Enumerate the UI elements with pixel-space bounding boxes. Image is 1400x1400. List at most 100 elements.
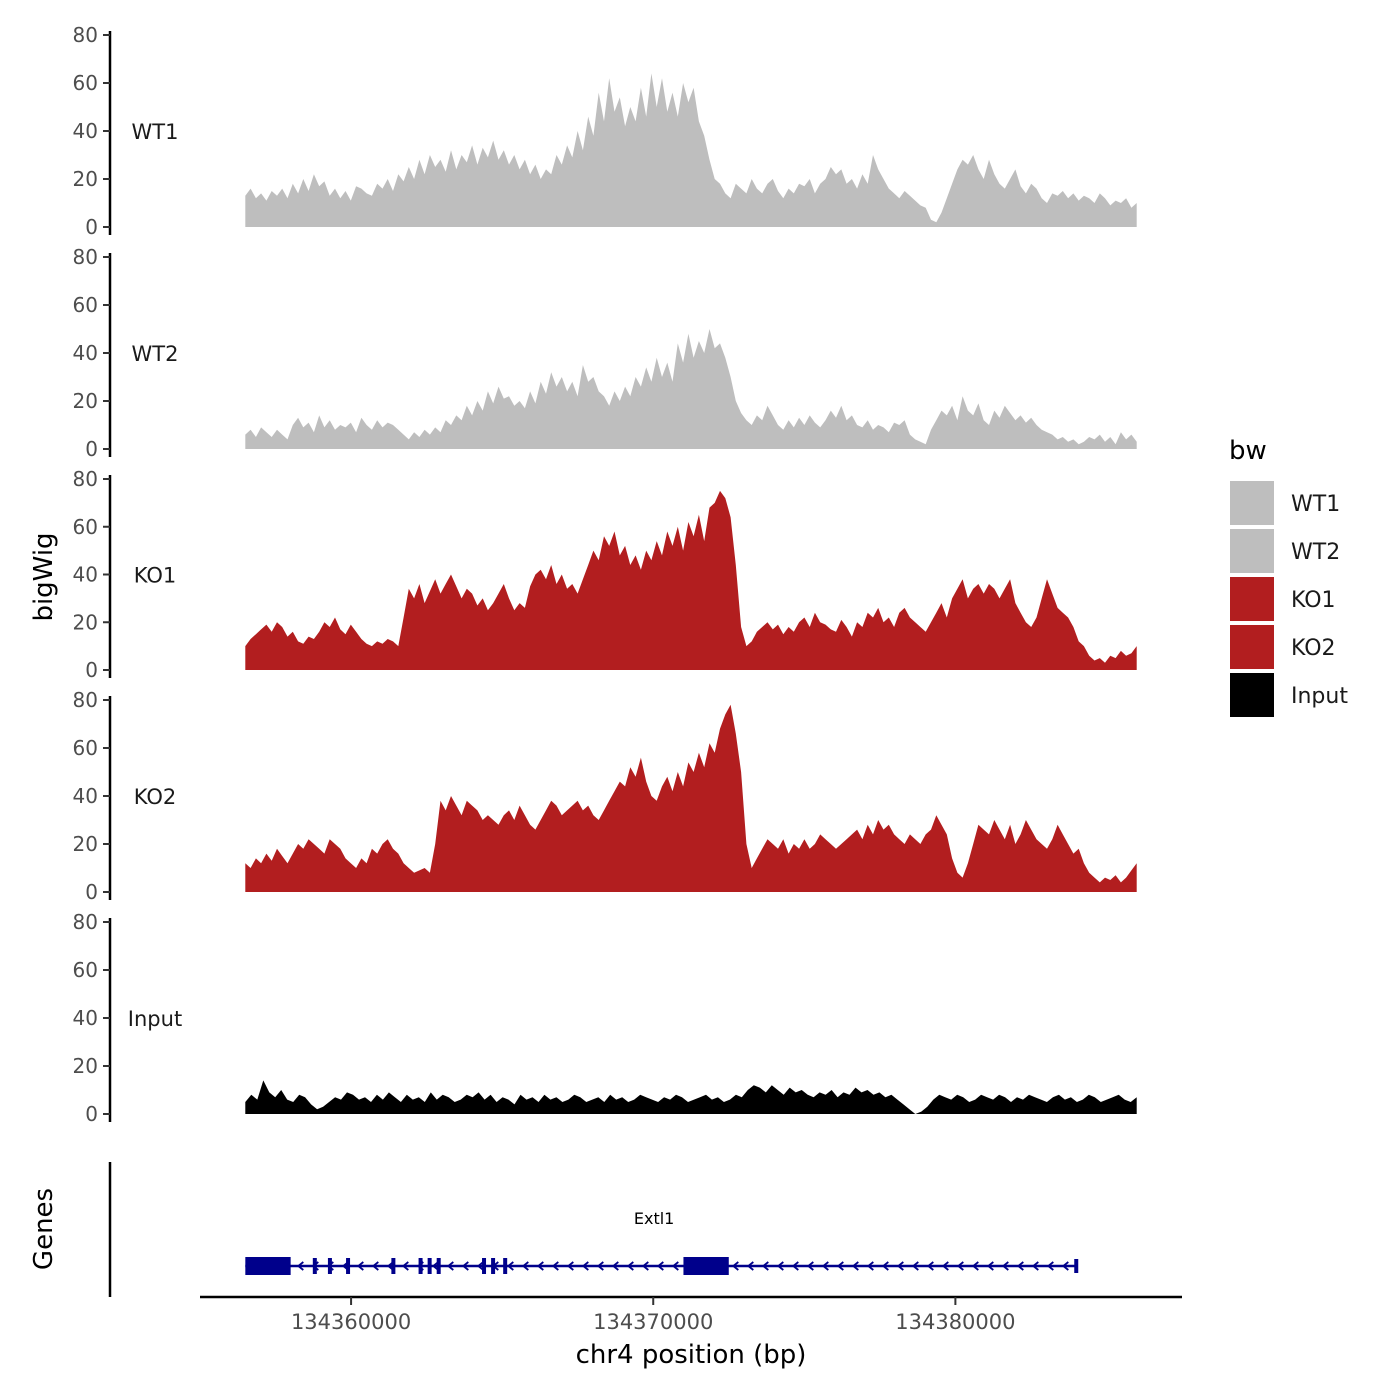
- y-tick-label: 60: [73, 71, 98, 95]
- strand-arrow: [566, 1261, 574, 1271]
- strand-arrow: [581, 1261, 589, 1271]
- strand-arrow: [791, 1261, 799, 1271]
- y-tick-label: 60: [73, 958, 98, 982]
- gene-exon: [683, 1257, 729, 1275]
- y-tick-label: 60: [73, 293, 98, 317]
- x-tick-label: 134370000: [593, 1310, 713, 1334]
- strand-arrow: [641, 1261, 649, 1271]
- strand-arrow: [1031, 1261, 1039, 1271]
- strand-arrow: [536, 1261, 544, 1271]
- legend-swatch-wt2: [1230, 529, 1274, 573]
- x-axis-title: chr4 position (bp): [576, 1340, 807, 1370]
- strand-arrow: [431, 1261, 439, 1271]
- strand-arrow: [506, 1261, 514, 1271]
- strand-arrow: [371, 1261, 379, 1271]
- gene-exon-small: [503, 1258, 508, 1274]
- strand-arrow: [956, 1261, 964, 1271]
- strand-arrow: [821, 1261, 829, 1271]
- y-tick-label: 60: [73, 736, 98, 760]
- legend-label-ko1: KO1: [1291, 588, 1336, 613]
- strand-arrow: [941, 1261, 949, 1271]
- legend-label-ko2: KO2: [1291, 636, 1336, 661]
- legend-swatch-input: [1230, 673, 1274, 717]
- y-tick-label: 80: [73, 467, 98, 491]
- y-tick-label: 40: [73, 563, 98, 587]
- y-tick-label: 40: [73, 119, 98, 143]
- gene-exon: [245, 1257, 291, 1275]
- strand-arrow: [731, 1261, 739, 1271]
- strand-arrow: [806, 1261, 814, 1271]
- coverage-area-ko2: [245, 704, 1137, 892]
- y-tick-label: 80: [73, 688, 98, 712]
- y-axis-title: bigWig: [29, 532, 59, 621]
- legend-swatch-ko1: [1230, 577, 1274, 621]
- y-tick-label: 20: [73, 389, 98, 413]
- gene-exon-small: [427, 1258, 432, 1274]
- strand-arrow: [1001, 1261, 1009, 1271]
- coverage-area-ko1: [245, 490, 1137, 670]
- y-tick-label: 20: [73, 832, 98, 856]
- strand-arrow: [656, 1261, 664, 1271]
- gene-end-cap: [1074, 1259, 1079, 1273]
- strand-arrow: [851, 1261, 859, 1271]
- legend-label-wt1: WT1: [1291, 492, 1340, 517]
- genes-axis-title: Genes: [29, 1188, 59, 1270]
- gene-name-label: Extl1: [634, 1209, 674, 1228]
- y-tick-label: 0: [85, 437, 98, 461]
- gene-exon-small: [346, 1258, 351, 1274]
- coverage-area-wt1: [245, 73, 1137, 228]
- legend-title: bw: [1229, 436, 1267, 466]
- strand-arrow: [1016, 1261, 1024, 1271]
- y-tick-label: 80: [73, 23, 98, 47]
- strand-arrow: [1061, 1261, 1069, 1271]
- track-label-ko1: KO1: [134, 564, 177, 588]
- y-tick-label: 0: [85, 658, 98, 682]
- y-tick-label: 0: [85, 1102, 98, 1126]
- y-tick-label: 40: [73, 1006, 98, 1030]
- strand-arrow: [356, 1261, 364, 1271]
- y-tick-label: 40: [73, 341, 98, 365]
- strand-arrow: [446, 1261, 454, 1271]
- strand-arrow: [296, 1261, 304, 1271]
- gene-exon-small: [312, 1258, 317, 1274]
- track-label-wt2: WT2: [132, 342, 179, 366]
- y-tick-label: 80: [73, 910, 98, 934]
- x-tick-label: 134360000: [291, 1310, 411, 1334]
- gene-exon-small: [491, 1258, 496, 1274]
- gene-exon-small: [482, 1258, 487, 1274]
- legend-label-input: Input: [1291, 684, 1348, 709]
- y-tick-label: 0: [85, 880, 98, 904]
- strand-arrow: [986, 1261, 994, 1271]
- y-tick-label: 20: [73, 610, 98, 634]
- gene-exon-small: [327, 1258, 332, 1274]
- strand-arrow: [836, 1261, 844, 1271]
- y-tick-label: 80: [73, 245, 98, 269]
- strand-arrow: [551, 1261, 559, 1271]
- y-tick-label: 0: [85, 215, 98, 239]
- strand-arrow: [476, 1261, 484, 1271]
- y-tick-label: 20: [73, 1054, 98, 1078]
- strand-arrow: [1046, 1261, 1054, 1271]
- gene-exon-small: [418, 1258, 423, 1274]
- strand-arrow: [611, 1261, 619, 1271]
- x-tick-label: 134380000: [895, 1310, 1015, 1334]
- track-label-wt1: WT1: [132, 120, 179, 144]
- track-label-ko2: KO2: [134, 785, 177, 809]
- legend-swatch-wt1: [1230, 481, 1274, 525]
- strand-arrow: [461, 1261, 469, 1271]
- strand-arrow: [671, 1261, 679, 1271]
- strand-arrow: [911, 1261, 919, 1271]
- y-tick-label: 60: [73, 515, 98, 539]
- strand-arrow: [626, 1261, 634, 1271]
- strand-arrow: [401, 1261, 409, 1271]
- strand-arrow: [746, 1261, 754, 1271]
- y-tick-label: 40: [73, 784, 98, 808]
- strand-arrow: [866, 1261, 874, 1271]
- y-tick-label: 20: [73, 167, 98, 191]
- strand-arrow: [881, 1261, 889, 1271]
- legend-label-wt2: WT2: [1291, 540, 1340, 565]
- strand-arrow: [926, 1261, 934, 1271]
- gene-exon-small: [391, 1258, 396, 1274]
- strand-arrow: [896, 1261, 904, 1271]
